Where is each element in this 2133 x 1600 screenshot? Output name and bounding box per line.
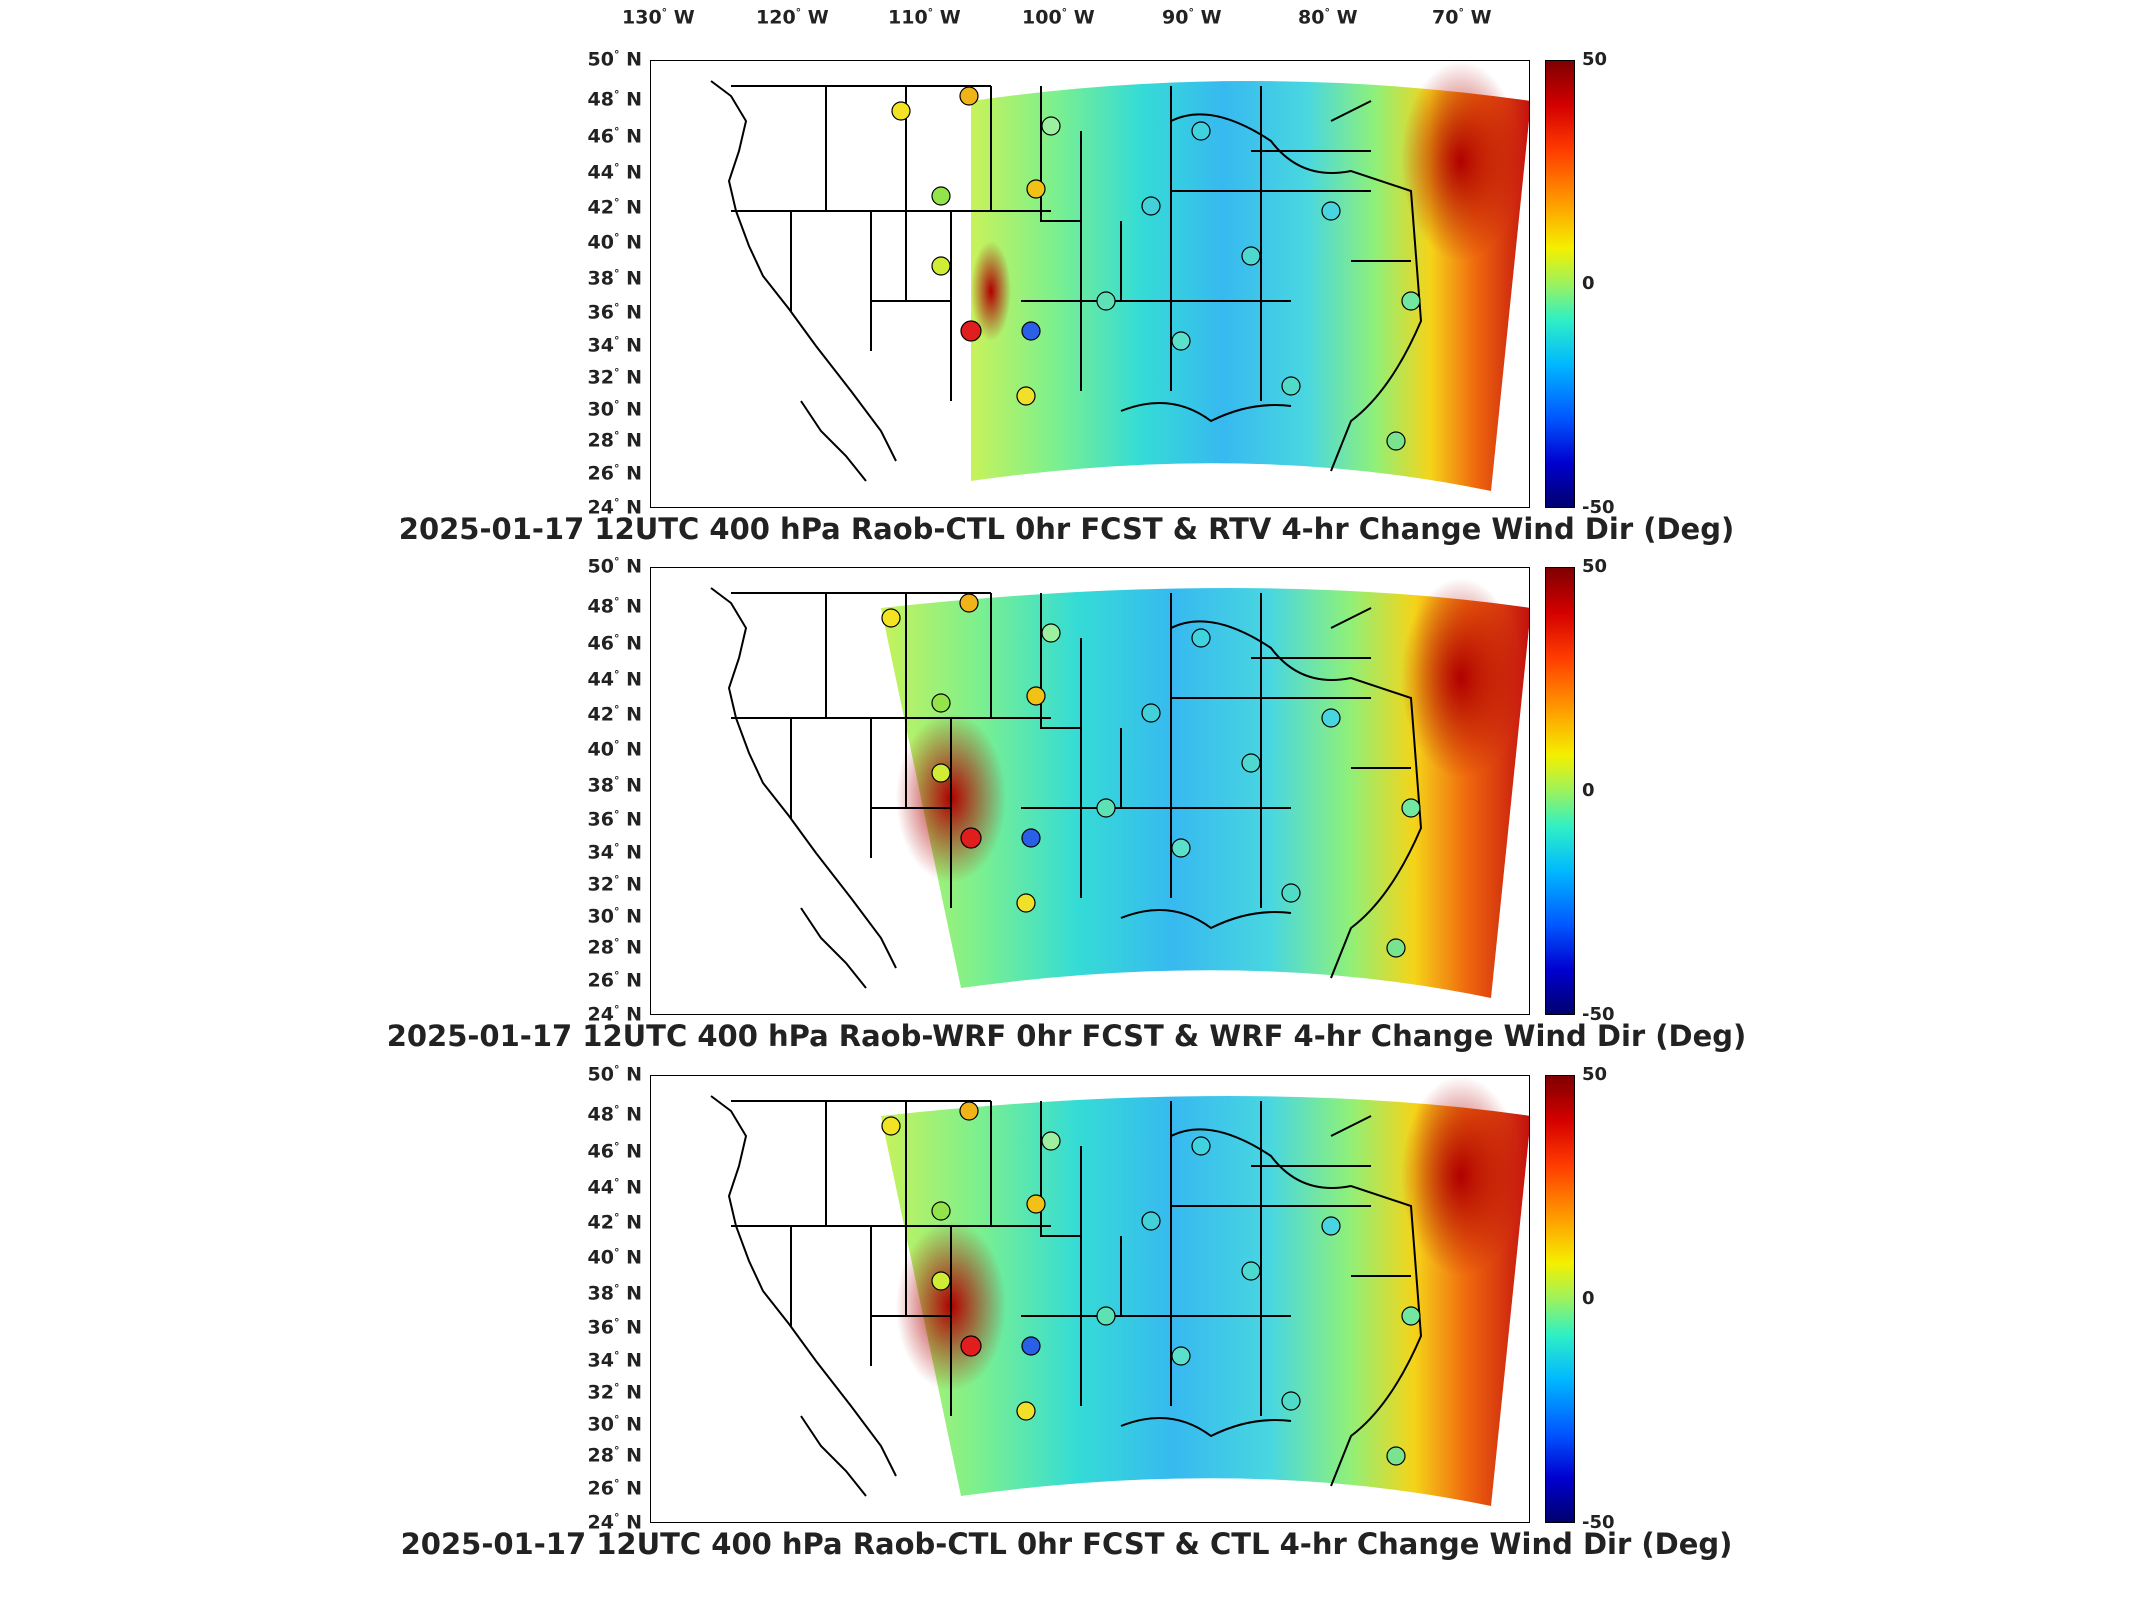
lat-label-50: 50° N (587, 48, 642, 71)
lat-label-30: 30° N (587, 905, 642, 928)
raob-sites (891, 86, 1421, 451)
lat-label-38: 38° N (587, 774, 642, 797)
lat-label-46: 46° N (587, 1140, 642, 1163)
lon-label-80: 80° W (1298, 6, 1358, 29)
panel-title: 2025-01-17 12UTC 400 hPa Raob-CTL 0hr FC… (400, 1527, 1733, 1561)
colorbar-tick-mid: 0 (1582, 273, 1595, 294)
panel-title: 2025-01-17 12UTC 400 hPa Raob-WRF 0hr FC… (386, 1019, 1747, 1053)
change-maximum-east (1401, 578, 1521, 778)
lat-label-44: 44° N (587, 668, 642, 691)
colorbar (1545, 567, 1575, 1015)
lat-label-40: 40° N (587, 1246, 642, 1269)
lat-label-32: 32° N (587, 873, 642, 896)
panel-title: 2025-01-17 12UTC 400 hPa Raob-CTL 0hr FC… (398, 512, 1735, 546)
lat-label-42: 42° N (587, 1211, 642, 1234)
lat-label-48: 48° N (587, 88, 642, 111)
lat-label-26: 26° N (587, 1477, 642, 1500)
lat-label-28: 28° N (587, 936, 642, 959)
lon-label-120: 120° W (756, 6, 829, 29)
lat-label-48: 48° N (587, 595, 642, 618)
boundaries (710, 587, 1423, 989)
lat-label-44: 44° N (587, 1176, 642, 1199)
lat-label-30: 30° N (587, 1413, 642, 1436)
map-frame (650, 60, 1530, 508)
boundaries (710, 80, 1423, 482)
lat-label-34: 34° N (587, 841, 642, 864)
wind-direction-field (710, 61, 1529, 491)
colorbar (1545, 1075, 1575, 1523)
lat-label-36: 36° N (587, 301, 642, 324)
lat-label-34: 34° N (587, 1349, 642, 1372)
lon-label-130: 130° W (622, 6, 695, 29)
colorbar-tick-max: 50 (1582, 1064, 1608, 1085)
lat-label-26: 26° N (587, 462, 642, 485)
colorbar-tick-max: 50 (1582, 556, 1608, 577)
boundaries (710, 1095, 1423, 1497)
lat-label-46: 46° N (587, 632, 642, 655)
lat-label-36: 36° N (587, 808, 642, 831)
lat-label-44: 44° N (587, 161, 642, 184)
change-maximum-east (1401, 61, 1521, 261)
lon-label-110: 110° W (888, 6, 961, 29)
lat-label-34: 34° N (587, 334, 642, 357)
raob-sites (881, 1101, 1421, 1466)
lat-label-38: 38° N (587, 1282, 642, 1305)
colorbar-tick-min: -50 (1582, 497, 1615, 518)
colorbar-tick-min: -50 (1582, 1512, 1615, 1533)
lon-label-90: 90° W (1162, 6, 1222, 29)
lat-label-50: 50° N (587, 1063, 642, 1086)
lat-label-28: 28° N (587, 429, 642, 452)
lat-label-28: 28° N (587, 1444, 642, 1467)
lat-label-24: 24° N (587, 1003, 642, 1026)
lat-label-46: 46° N (587, 125, 642, 148)
lat-label-24: 24° N (587, 1511, 642, 1534)
map-frame (650, 567, 1530, 1015)
lat-label-42: 42° N (587, 703, 642, 726)
lat-label-40: 40° N (587, 231, 642, 254)
colorbar-tick-min: -50 (1582, 1004, 1615, 1025)
lat-label-40: 40° N (587, 738, 642, 761)
change-maximum-east (1401, 1076, 1521, 1276)
colorbar-tick-max: 50 (1582, 49, 1608, 70)
lat-label-24: 24° N (587, 496, 642, 519)
lon-label-70: 70° W (1432, 6, 1492, 29)
lat-label-32: 32° N (587, 1381, 642, 1404)
colorbar-tick-mid: 0 (1582, 1288, 1595, 1309)
lon-label-100: 100° W (1022, 6, 1095, 29)
lat-label-42: 42° N (587, 196, 642, 219)
lat-label-48: 48° N (587, 1103, 642, 1126)
lat-label-50: 50° N (587, 555, 642, 578)
change-maximum-west (971, 241, 1011, 341)
lat-label-38: 38° N (587, 267, 642, 290)
lat-label-36: 36° N (587, 1316, 642, 1339)
wind-direction-field (710, 1076, 1529, 1506)
lat-label-32: 32° N (587, 366, 642, 389)
raob-sites (881, 593, 1421, 958)
colorbar (1545, 60, 1575, 508)
colorbar-tick-mid: 0 (1582, 780, 1595, 801)
wind-direction-field (710, 578, 1529, 998)
lat-label-26: 26° N (587, 969, 642, 992)
map-frame (650, 1075, 1530, 1523)
lat-label-30: 30° N (587, 398, 642, 421)
